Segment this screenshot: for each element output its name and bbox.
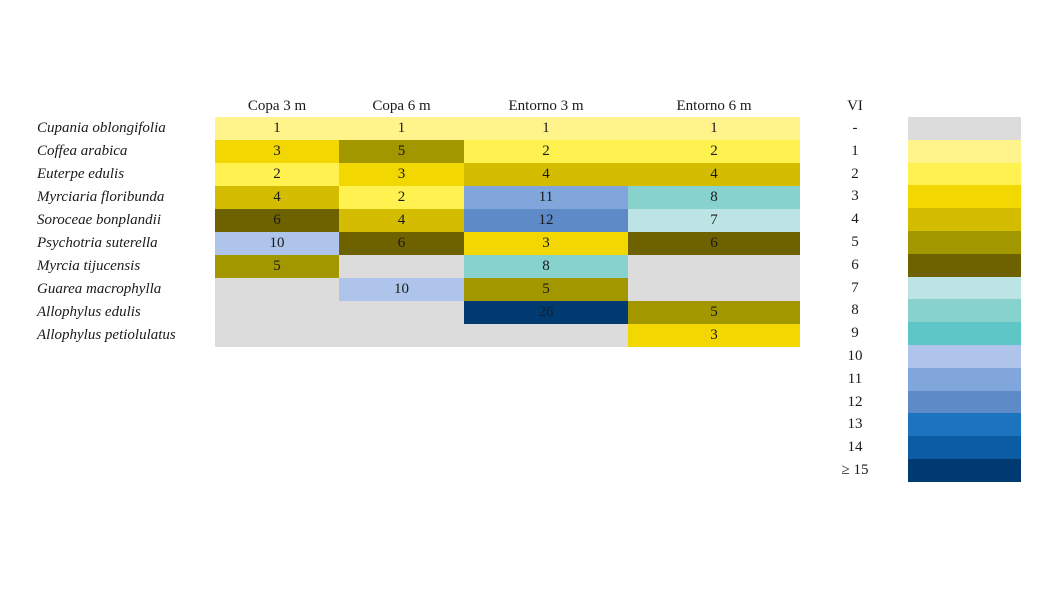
heatmap-cell: 7: [628, 209, 800, 232]
legend-label: 1: [851, 142, 859, 159]
row-label: Euterpe edulis: [37, 166, 125, 182]
row-label: Allophylus petiolulatus: [37, 327, 176, 343]
legend-label: 10: [847, 348, 863, 364]
legend-swatch: [908, 322, 1021, 346]
column-header: Copa 3 m: [247, 98, 307, 114]
legend-label: 3: [851, 188, 859, 205]
legend-label: ≥ 15: [841, 462, 869, 478]
heatmap-cell: 8: [464, 255, 628, 278]
legend-swatch: [908, 390, 1021, 414]
heatmap-cell: 1: [628, 117, 800, 140]
legend-label: 11: [847, 370, 863, 387]
row-label: Cupania oblongifolia: [37, 120, 166, 136]
legend-label: 13: [847, 416, 863, 433]
heatmap-cell: [215, 301, 339, 324]
legend-swatch: [908, 162, 1021, 186]
heatmap-cell: 6: [339, 232, 464, 255]
heatmap-cell: 4: [464, 163, 628, 186]
heatmap-cell: 6: [215, 209, 339, 232]
heatmap-cell: 3: [628, 324, 800, 347]
heatmap-cell: 3: [464, 232, 628, 255]
legend-swatch: [908, 459, 1021, 483]
legend-swatch: [908, 367, 1021, 392]
heatmap-cell: 1: [339, 117, 464, 140]
heatmap-cell: 5: [215, 255, 339, 278]
heatmap-cell: 1: [215, 117, 339, 140]
heatmap-cell: [628, 255, 800, 278]
heatmap-cell: 4: [339, 209, 464, 232]
heatmap-cell: 3: [215, 140, 339, 163]
legend-swatch: [908, 436, 1021, 460]
legend-swatch: [908, 208, 1021, 232]
heatmap-cell: 5: [339, 140, 464, 163]
legend-label: 5: [851, 234, 859, 250]
legend-swatch: [908, 276, 1021, 300]
legend-swatch: [908, 117, 1021, 141]
legend-label: 12: [847, 393, 863, 410]
legend-swatch: [908, 185, 1021, 209]
legend-label: 14: [847, 439, 863, 456]
heatmap-cell: 4: [628, 163, 800, 186]
legend-swatch: [908, 299, 1021, 323]
heatmap-cell: 8: [628, 186, 800, 209]
heatmap-cell: 6: [628, 232, 800, 255]
heatmap-cell: 26: [464, 301, 628, 324]
heatmap-cell: [339, 301, 464, 324]
heatmap-cell: 3: [339, 163, 464, 186]
heatmap-cell: 12: [464, 209, 628, 232]
row-label: Myrcia tijucensis: [37, 258, 141, 274]
legend-label: 9: [851, 325, 859, 342]
column-header: Copa 6 m: [372, 98, 431, 114]
legend-swatch: [908, 253, 1021, 278]
heatmap-cell: 11: [464, 186, 628, 209]
heatmap-cell: [215, 324, 339, 347]
heatmap-cell: 1: [464, 117, 628, 140]
legend-label: 4: [851, 211, 859, 228]
column-header: Entorno 6 m: [676, 98, 752, 114]
legend-label: 7: [851, 279, 859, 296]
legend-label: 6: [851, 256, 859, 273]
heatmap-cell: 2: [215, 163, 339, 186]
legend-swatch: [908, 231, 1021, 255]
heatmap-cell: 5: [464, 278, 628, 301]
legend-swatch: [908, 139, 1021, 164]
heatmap-cell: 2: [464, 140, 628, 163]
column-header: Entorno 3 m: [508, 98, 584, 114]
legend-swatch: [908, 413, 1021, 437]
legend-title: VI: [847, 98, 863, 114]
heatmap-cell: [339, 255, 464, 278]
heatmap-cell: [628, 278, 800, 301]
row-label: Allophylus edulis: [37, 304, 141, 320]
legend-label: 8: [851, 302, 859, 319]
heatmap-cell: 5: [628, 301, 800, 324]
heatmap-cell: 2: [628, 140, 800, 163]
heatmap-cell: [464, 324, 628, 347]
heatmap-cell: 10: [215, 232, 339, 255]
row-label: Psychotria suterella: [37, 235, 158, 251]
legend-label: 2: [851, 165, 859, 182]
heatmap-cell: 10: [339, 278, 464, 301]
row-label: Soroceae bonplandii: [37, 212, 162, 228]
row-label: Coffea arabica: [37, 143, 128, 159]
row-label: Guarea macrophylla: [37, 281, 162, 297]
heatmap-cell: [215, 278, 339, 301]
legend-label: -: [852, 120, 858, 136]
heatmap-cell: 4: [215, 186, 339, 209]
heatmap-cell: 2: [339, 186, 464, 209]
heatmap-cell: [339, 324, 464, 347]
row-label: Myrciaria floribunda: [37, 189, 165, 205]
legend-swatch: [908, 345, 1021, 369]
